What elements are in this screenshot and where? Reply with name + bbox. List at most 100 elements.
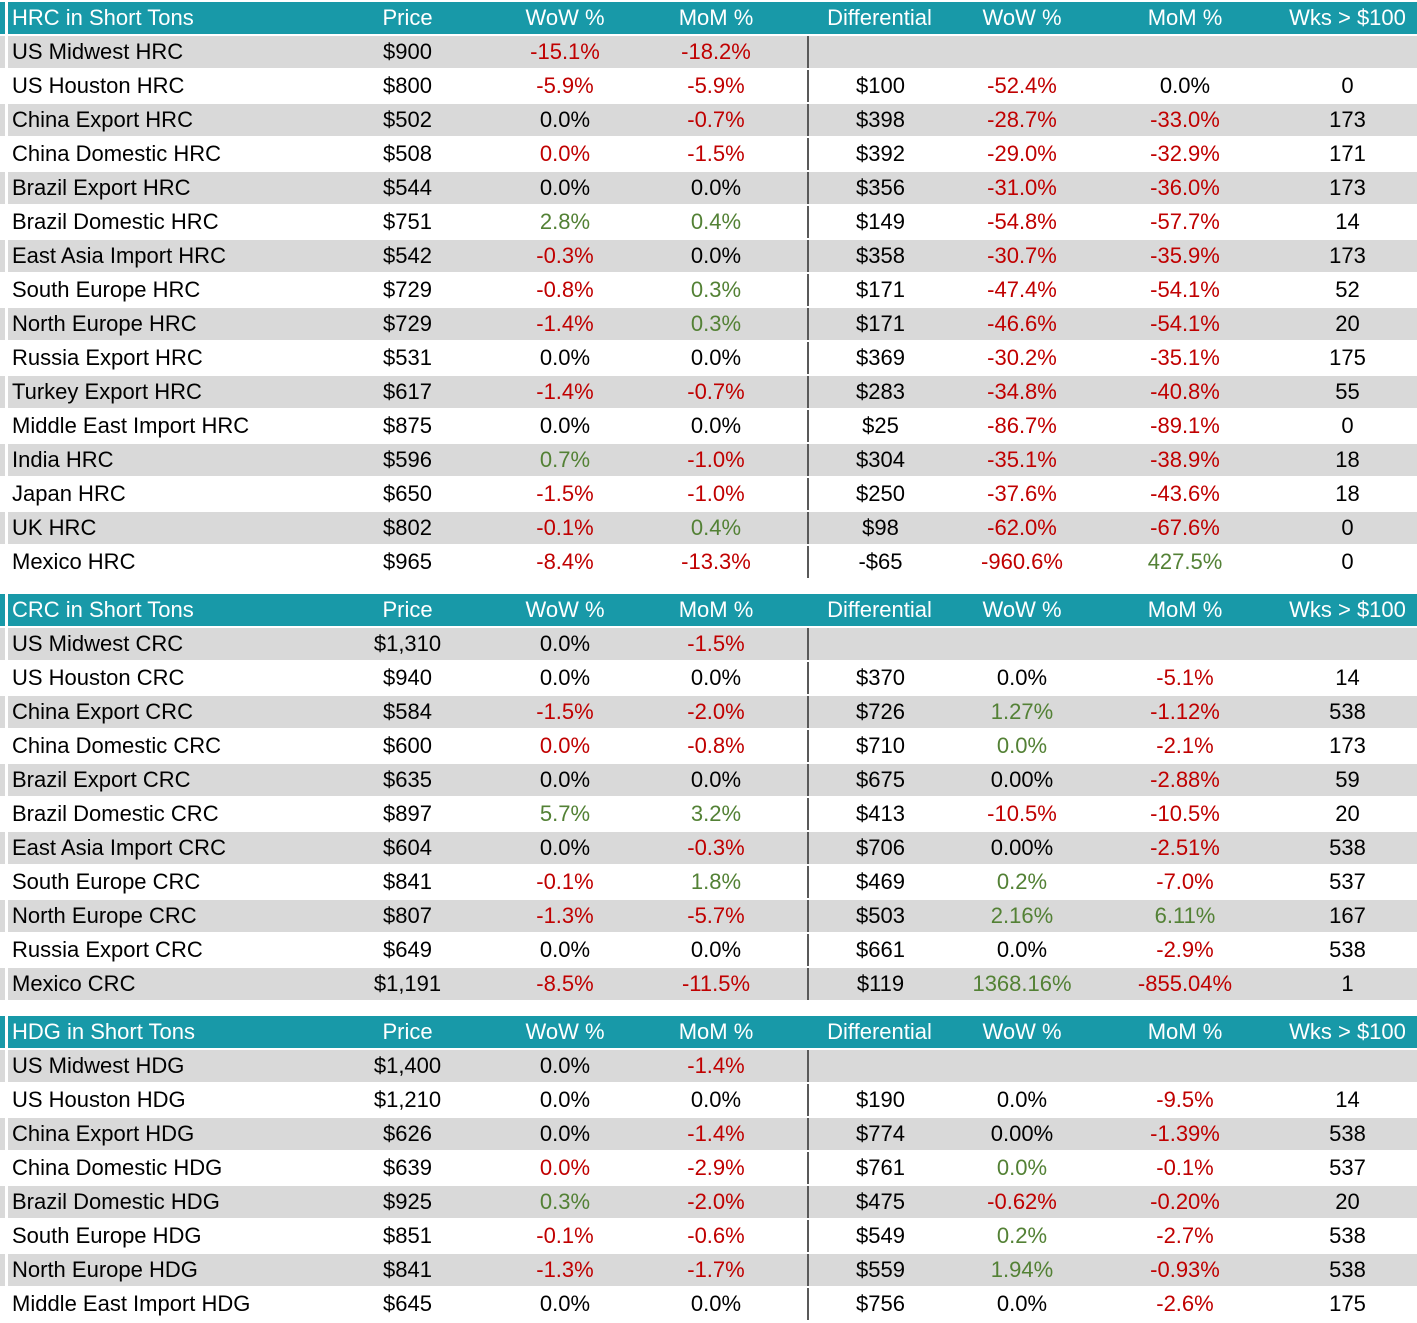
mom-cell[interactable]: 0.0% [625,662,807,694]
wow-cell[interactable]: -1.5% [505,696,625,728]
mom-cell[interactable]: 0.3% [625,274,807,306]
column-header-diff-mom[interactable]: MoM % [1092,1016,1278,1048]
wow-cell[interactable]: 0.0% [505,832,625,864]
mom-cell[interactable]: 0.3% [625,308,807,340]
diff-mom-cell[interactable]: -2.9% [1092,934,1278,966]
wow-cell[interactable]: -1.5% [505,478,625,510]
mom-cell[interactable]: 0.0% [625,172,807,204]
row-label-cell[interactable]: US Midwest CRC [8,628,310,660]
wks-over-100-cell[interactable]: 538 [1278,1118,1417,1150]
mom-cell[interactable]: -2.9% [625,1152,807,1184]
diff-wow-cell[interactable]: -10.5% [952,798,1092,830]
mom-cell[interactable]: 0.0% [625,410,807,442]
column-header-wow[interactable]: WoW % [505,594,625,626]
diff-mom-cell[interactable]: -43.6% [1092,478,1278,510]
price-cell[interactable]: $502 [310,104,505,136]
diff-mom-cell[interactable]: 0.0% [1092,70,1278,102]
diff-wow-cell[interactable]: -0.62% [952,1186,1092,1218]
mom-cell[interactable]: -0.7% [625,376,807,408]
wow-cell[interactable]: 5.7% [505,798,625,830]
mom-cell[interactable]: 3.2% [625,798,807,830]
differential-cell[interactable] [807,628,952,660]
diff-mom-cell[interactable]: -32.9% [1092,138,1278,170]
differential-cell[interactable]: $706 [807,832,952,864]
wks-over-100-cell[interactable]: 538 [1278,1220,1417,1252]
diff-wow-cell[interactable]: 0.0% [952,934,1092,966]
differential-cell[interactable]: $503 [807,900,952,932]
differential-cell[interactable]: $392 [807,138,952,170]
wow-cell[interactable]: -8.4% [505,546,625,578]
price-cell[interactable]: $1,210 [310,1084,505,1116]
row-label-cell[interactable]: Brazil Domestic HDG [8,1186,310,1218]
column-header-diff-wow[interactable]: WoW % [952,594,1092,626]
wow-cell[interactable]: -15.1% [505,36,625,68]
price-cell[interactable]: $965 [310,546,505,578]
column-header-price[interactable]: Price [310,594,505,626]
column-header-wks-over-100[interactable]: Wks > $100 [1278,2,1417,34]
row-label-cell[interactable]: Middle East Import HRC [8,410,310,442]
diff-wow-cell[interactable]: 0.2% [952,866,1092,898]
wks-over-100-cell[interactable]: 173 [1278,730,1417,762]
price-cell[interactable]: $600 [310,730,505,762]
wow-cell[interactable]: 0.0% [505,138,625,170]
diff-wow-cell[interactable]: 0.0% [952,662,1092,694]
price-cell[interactable]: $729 [310,308,505,340]
price-cell[interactable]: $584 [310,696,505,728]
differential-cell[interactable]: $356 [807,172,952,204]
mom-cell[interactable]: 0.0% [625,764,807,796]
wks-over-100-cell[interactable]: 52 [1278,274,1417,306]
differential-cell[interactable]: $710 [807,730,952,762]
differential-cell[interactable]: $413 [807,798,952,830]
price-cell[interactable]: $1,191 [310,968,505,1000]
diff-mom-cell[interactable]: -36.0% [1092,172,1278,204]
mom-cell[interactable]: -0.6% [625,1220,807,1252]
diff-wow-cell[interactable]: -30.2% [952,342,1092,374]
mom-cell[interactable]: 0.0% [625,240,807,272]
row-label-cell[interactable]: Brazil Export HRC [8,172,310,204]
mom-cell[interactable]: 0.0% [625,1288,807,1320]
differential-cell[interactable]: $119 [807,968,952,1000]
row-label-cell[interactable]: China Export HRC [8,104,310,136]
wks-over-100-cell[interactable]: 173 [1278,240,1417,272]
price-cell[interactable]: $851 [310,1220,505,1252]
column-header-wks-over-100[interactable]: Wks > $100 [1278,594,1417,626]
price-cell[interactable]: $639 [310,1152,505,1184]
diff-mom-cell[interactable]: -89.1% [1092,410,1278,442]
diff-mom-cell[interactable]: -40.8% [1092,376,1278,408]
diff-mom-cell[interactable]: -7.0% [1092,866,1278,898]
mom-cell[interactable]: -13.3% [625,546,807,578]
row-label-cell[interactable]: China Domestic HDG [8,1152,310,1184]
diff-wow-cell[interactable]: -31.0% [952,172,1092,204]
column-header-wow[interactable]: WoW % [505,2,625,34]
diff-mom-cell[interactable]: -2.7% [1092,1220,1278,1252]
wks-over-100-cell[interactable]: 20 [1278,798,1417,830]
price-cell[interactable]: $841 [310,1254,505,1286]
wks-over-100-cell[interactable]: 18 [1278,444,1417,476]
wow-cell[interactable]: 0.0% [505,1050,625,1082]
diff-mom-cell[interactable]: 6.11% [1092,900,1278,932]
differential-cell[interactable]: $774 [807,1118,952,1150]
row-label-cell[interactable]: US Midwest HRC [8,36,310,68]
diff-wow-cell[interactable]: 1.94% [952,1254,1092,1286]
price-cell[interactable]: $751 [310,206,505,238]
row-label-cell[interactable]: Mexico HRC [8,546,310,578]
row-label-cell[interactable]: China Domestic HRC [8,138,310,170]
wks-over-100-cell[interactable]: 59 [1278,764,1417,796]
diff-mom-cell[interactable]: -0.93% [1092,1254,1278,1286]
diff-wow-cell[interactable]: -46.6% [952,308,1092,340]
mom-cell[interactable]: -5.9% [625,70,807,102]
row-label-cell[interactable]: US Midwest HDG [8,1050,310,1082]
column-header-differential[interactable]: Differential [807,2,952,34]
diff-wow-cell[interactable]: -37.6% [952,478,1092,510]
diff-mom-cell[interactable] [1092,628,1278,660]
row-label-cell[interactable]: Russia Export HRC [8,342,310,374]
diff-mom-cell[interactable]: -10.5% [1092,798,1278,830]
wow-cell[interactable]: 0.0% [505,342,625,374]
diff-wow-cell[interactable]: -86.7% [952,410,1092,442]
differential-cell[interactable]: $358 [807,240,952,272]
diff-mom-cell[interactable]: -855.04% [1092,968,1278,1000]
column-header-differential[interactable]: Differential [807,1016,952,1048]
price-cell[interactable]: $729 [310,274,505,306]
diff-wow-cell[interactable]: 1.27% [952,696,1092,728]
diff-mom-cell[interactable]: -67.6% [1092,512,1278,544]
